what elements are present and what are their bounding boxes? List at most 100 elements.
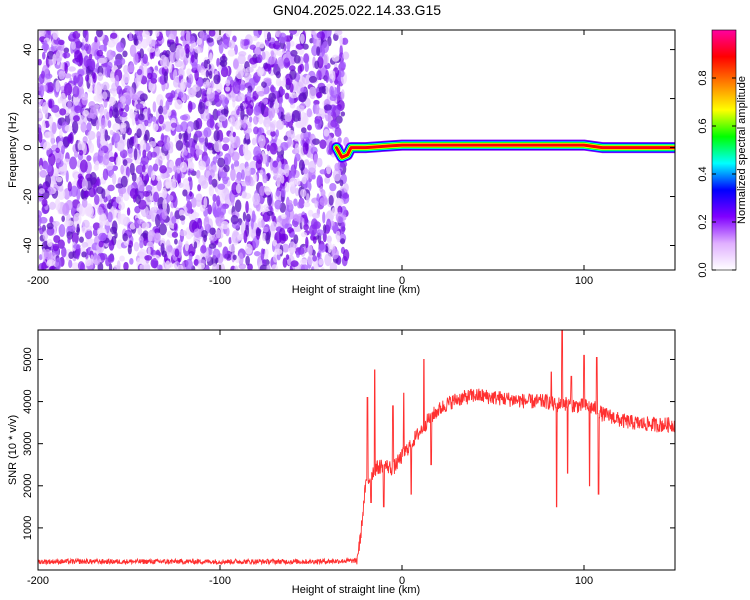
spectrogram-noise-cell	[150, 151, 158, 158]
spectrogram-noise-cell	[111, 108, 120, 119]
spectrogram-noise-cell	[73, 75, 78, 86]
spectrogram-noise-cell	[81, 251, 87, 258]
spectrogram-noise-cell	[41, 261, 47, 270]
spectrogram-noise-cell	[206, 37, 214, 43]
spectrogram-noise-cell	[62, 51, 71, 59]
snr-x-tick-label: 0	[399, 575, 405, 587]
spectrogram-noise-cell	[314, 60, 320, 70]
spectrogram-noise-cell	[196, 37, 203, 46]
spectrogram-noise-cell	[180, 78, 187, 91]
spectrogram-noise-cell	[320, 266, 325, 270]
spectrogram-noise-cell	[208, 70, 213, 79]
spectrogram-noise-cell	[95, 160, 100, 167]
spectrogram-noise-cell	[268, 107, 272, 119]
spectrogram-noise-cell	[272, 239, 278, 247]
spectrogram-noise-cell	[101, 188, 106, 199]
spectrogram-noise-cell	[307, 254, 314, 266]
spectrogram-noise-cell	[334, 30, 343, 36]
spectrogram-noise-cell	[49, 201, 56, 210]
spectrogram-noise-cell	[331, 225, 339, 231]
spectrogram-noise-cell	[215, 82, 223, 93]
colorbar-gradient	[712, 30, 736, 270]
spectrogram-noise-cell	[253, 126, 259, 135]
spectrogram-noise-cell	[190, 197, 197, 208]
spectrogram-noise-cell	[263, 77, 272, 83]
spectrogram-noise-cell	[64, 220, 69, 227]
spectrogram-noise-cell	[275, 119, 285, 130]
spectrogram-noise-cell	[187, 170, 191, 176]
spectrogram-noise-cell	[331, 70, 336, 82]
spectrogram-noise-cell	[281, 217, 286, 226]
spectrogram-noise-cell	[41, 198, 48, 207]
spectrogram-noise-cell	[242, 211, 247, 222]
spectrogram-noise-cell	[205, 70, 210, 78]
spectrogram-noise-cell	[178, 132, 182, 140]
colorbar-tick-label: 0.6	[697, 118, 709, 133]
spectrogram-noise-cell	[329, 85, 334, 97]
spectrogram-noise-cell	[48, 115, 54, 126]
spectrogram-noise-cell	[179, 114, 188, 121]
spectrogram-noise-cell	[38, 127, 42, 134]
spectrogram-noise-cell	[331, 54, 340, 62]
spectrogram-noise-cell	[142, 190, 150, 197]
spectrogram-noise-cell	[94, 36, 98, 44]
spectrogram-noise-cell	[243, 116, 249, 123]
colorbar-tick-label: 0.8	[697, 70, 709, 85]
spectrogram-noise-cell	[137, 226, 143, 235]
spectrogram-noise-cell	[58, 129, 63, 138]
spectrogram-noise-cell	[259, 169, 264, 176]
spectrogram-x-tick-label: -200	[27, 275, 49, 287]
spectrogram-noise-cell	[193, 258, 199, 266]
spectrogram-noise-cell	[126, 138, 131, 150]
spectrogram-y-ticks: -40 -20 0 20 40	[22, 43, 675, 253]
spectrogram-noise-cell	[123, 261, 129, 270]
spectrogram-noise-cell	[51, 121, 57, 135]
spectrogram-noise-cell	[222, 143, 230, 152]
spectrogram-noise-cell	[196, 169, 201, 179]
spectrogram-noise-cell	[259, 185, 266, 196]
spectrogram-noise-cell	[335, 198, 344, 207]
spectrogram-noise-cell	[67, 181, 72, 192]
spectrogram-noise-cell	[171, 231, 179, 238]
spectrogram-noise-cell	[300, 132, 305, 141]
spectrogram-noise-cell	[58, 223, 66, 238]
spectrogram-noise-cell	[154, 47, 161, 57]
spectrogram-noise-cell	[77, 141, 86, 152]
spectrogram-noise-cell	[155, 214, 161, 227]
spectrogram-noise-cell	[119, 255, 125, 262]
snr-y-tick-label: 1000	[22, 516, 34, 540]
snr-y-tick-label: 5000	[22, 347, 34, 371]
spectrogram-noise-cell	[107, 184, 115, 192]
spectrogram-noise-cell	[208, 185, 215, 197]
spectrogram-noise-cell	[50, 133, 55, 146]
spectrogram-noise-cell	[175, 140, 184, 151]
spectrogram-noise-cell	[137, 180, 145, 192]
spectrogram-noise-cell	[45, 174, 52, 188]
spectrogram-noise-cell	[303, 223, 309, 231]
spectrogram-noise-cell	[116, 139, 125, 152]
spectrogram-noise-cell	[311, 218, 318, 230]
spectrogram-noise-cell	[269, 224, 276, 232]
spectrogram-noise-cell	[302, 43, 309, 50]
spectrogram-noise-cell	[247, 263, 253, 270]
spectrogram-noise-cell	[152, 163, 159, 172]
spectrogram-noise-cell	[102, 168, 109, 181]
spectrogram-noise-cell	[203, 197, 208, 208]
spectrogram-noise-cell	[69, 156, 78, 170]
spectrogram-noise-cell	[212, 193, 217, 203]
spectrogram-noise-cell	[38, 254, 43, 261]
spectrogram-noise-cell	[85, 74, 90, 82]
spectrogram-noise-cell	[112, 173, 117, 185]
spectrogram-noise-cell	[210, 80, 214, 89]
spectrogram-noise-cell	[330, 119, 338, 128]
spectrogram-noise-cell	[159, 165, 167, 174]
spectrogram-noise-cell	[129, 162, 135, 176]
colorbar-ticks: 0.0 0.2 0.4 0.6 0.8	[697, 70, 736, 278]
spectrogram-noise-cell	[79, 262, 86, 270]
spectrogram-noise-cell	[307, 124, 312, 131]
spectrogram-noise-cell	[215, 154, 221, 160]
spectrogram-noise-cell	[202, 81, 211, 88]
spectrogram-noise-cell	[88, 101, 96, 109]
spectrogram-noise-cell	[197, 217, 203, 230]
